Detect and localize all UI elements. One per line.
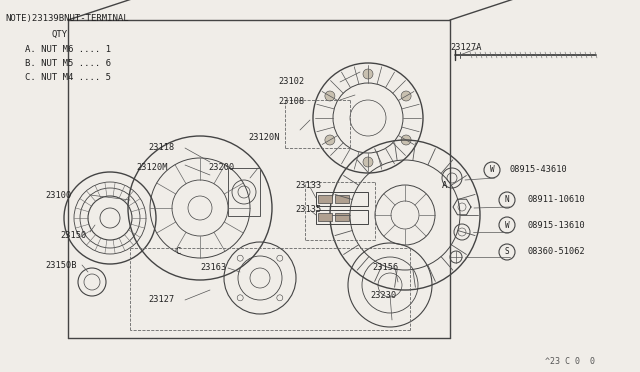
Circle shape [325,91,335,101]
Bar [335,195,349,203]
Text: 23150: 23150 [60,231,86,240]
Text: S: S [505,247,509,257]
Text: 23102: 23102 [278,77,304,87]
Text: 23127: 23127 [148,295,174,305]
Text: NOTE)23139BNUT-TERMINAL: NOTE)23139BNUT-TERMINAL [5,13,129,22]
Text: 08911-10610: 08911-10610 [528,196,586,205]
Text: 23118: 23118 [148,144,174,153]
Text: W: W [490,166,494,174]
Text: 23135: 23135 [295,205,321,215]
Bar [335,213,349,221]
Text: 08915-13610: 08915-13610 [528,221,586,230]
Circle shape [325,135,335,145]
Text: C: C [175,247,180,257]
Text: 23120N: 23120N [248,134,280,142]
Bar [316,210,368,224]
Bar [318,213,332,221]
Text: 23163: 23163 [200,263,227,273]
Text: 23108: 23108 [278,97,304,106]
Text: 23120M: 23120M [136,164,168,173]
Circle shape [401,135,411,145]
Text: 23127A: 23127A [450,44,481,52]
Bar [316,192,368,206]
Text: W: W [505,221,509,230]
Circle shape [363,69,373,79]
Text: B. NUT M5 .... 6: B. NUT M5 .... 6 [25,60,111,68]
Text: N: N [505,196,509,205]
Text: ^23 C 0  0: ^23 C 0 0 [545,357,595,366]
Bar [318,195,332,203]
Text: QTY: QTY [52,29,68,38]
Text: 23200: 23200 [208,164,234,173]
Text: 23133: 23133 [295,180,321,189]
Text: A. NUT M6 .... 1: A. NUT M6 .... 1 [25,45,111,55]
Text: 23100: 23100 [45,190,71,199]
Text: 08915-43610: 08915-43610 [510,166,568,174]
Text: 23230: 23230 [370,291,396,299]
Text: A: A [442,180,447,189]
Text: 23150B: 23150B [45,260,77,269]
Text: 08360-51062: 08360-51062 [528,247,586,257]
Text: 23156: 23156 [372,263,398,273]
Circle shape [363,157,373,167]
Text: C. NUT M4 .... 5: C. NUT M4 .... 5 [25,74,111,83]
Bar [228,168,260,216]
Circle shape [401,91,411,101]
